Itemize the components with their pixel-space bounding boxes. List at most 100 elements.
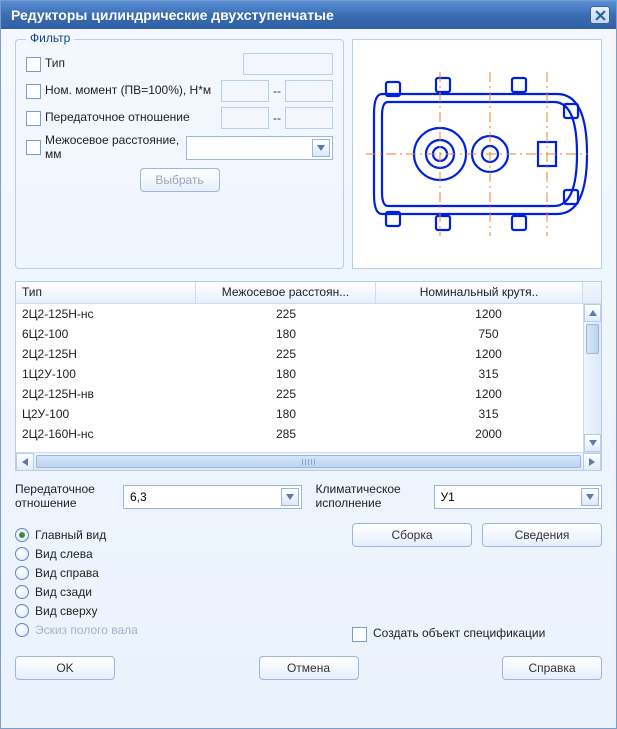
view-radio-label: Вид справа xyxy=(35,566,99,580)
filter-row-type: Тип xyxy=(26,53,333,75)
table-header-distance[interactable]: Межосевое расстоян... xyxy=(196,282,376,303)
view-radio-label: Эскиз полого вала xyxy=(35,623,138,637)
scroll-left-button[interactable] xyxy=(16,453,34,471)
table-cell: 6Ц2-100 xyxy=(16,326,196,342)
view-radio[interactable] xyxy=(15,585,29,599)
scroll-up-button[interactable] xyxy=(584,304,601,322)
climate-combo[interactable]: У1 xyxy=(434,485,603,509)
assembly-button[interactable]: Сборка xyxy=(352,523,472,547)
ratio-checkbox[interactable] xyxy=(26,111,41,126)
chevron-down-icon xyxy=(286,494,294,500)
table-row[interactable]: 2Ц2-125Н-нв2251200 xyxy=(16,384,601,404)
table-cell: 285 xyxy=(196,426,376,442)
ok-button[interactable]: OK xyxy=(15,656,115,680)
range-separator-2: -- xyxy=(273,111,281,125)
chevron-down-icon xyxy=(586,494,594,500)
chevron-right-icon xyxy=(589,458,595,466)
view-radio[interactable] xyxy=(15,566,29,580)
ratio-combo-value: 6,3 xyxy=(130,490,147,504)
table-cell: 180 xyxy=(196,366,376,382)
close-icon xyxy=(595,10,606,21)
table-row[interactable]: 2Ц2-160Н-нс2852000 xyxy=(16,424,601,444)
view-radios: Главный видВид слеваВид справаВид сзадиВ… xyxy=(15,523,332,642)
scroll-right-button[interactable] xyxy=(583,453,601,471)
table-cell: 315 xyxy=(376,366,601,382)
close-button[interactable] xyxy=(590,6,610,24)
view-radio xyxy=(15,623,29,637)
climate-combo-button[interactable] xyxy=(581,488,599,506)
chevron-left-icon xyxy=(22,458,28,466)
table-row[interactable]: Ц2У-100180315 xyxy=(16,404,601,424)
spec-label: Создать объект спецификации xyxy=(373,627,545,641)
ratio-combo[interactable]: 6,3 xyxy=(123,485,302,509)
radio-row: Вид сзади xyxy=(15,585,332,599)
select-row: Выбрать xyxy=(26,168,333,192)
table-row[interactable]: 1Ц2У-100180315 xyxy=(16,364,601,384)
torque-checkbox[interactable] xyxy=(26,84,41,99)
help-button[interactable]: Справка xyxy=(502,656,602,680)
table-cell: 225 xyxy=(196,386,376,402)
right-panel: Сборка Сведения Создать объект специфика… xyxy=(352,523,602,642)
dialog-window: Редукторы цилиндрические двухступенчатые… xyxy=(0,0,617,729)
radio-row: Главный вид xyxy=(15,528,332,542)
radio-row: Вид сверху xyxy=(15,604,332,618)
mid-row: Передаточное отношение 6,3 Климатическое… xyxy=(15,483,602,511)
distance-combo[interactable] xyxy=(186,136,333,160)
filter-row-ratio: Передаточное отношение -- xyxy=(26,107,333,129)
scroll-down-button[interactable] xyxy=(584,434,601,452)
view-radio[interactable] xyxy=(15,547,29,561)
view-radio-label: Вид сзади xyxy=(35,585,92,599)
dialog-body: Фильтр Тип Ном. момент (ПВ=100%), Н*м --… xyxy=(1,29,616,728)
distance-checkbox[interactable] xyxy=(26,140,41,155)
type-checkbox[interactable] xyxy=(26,57,41,72)
table-row[interactable]: 2Ц2-125Н2251200 xyxy=(16,344,601,364)
table-cell: 315 xyxy=(376,406,601,422)
filter-row-torque: Ном. момент (ПВ=100%), Н*м -- xyxy=(26,80,333,102)
torque-max-input[interactable] xyxy=(285,80,333,102)
table-cell: 750 xyxy=(376,326,601,342)
ratio-max-input[interactable] xyxy=(285,107,333,129)
view-radio[interactable] xyxy=(15,604,29,618)
scroll-thumb-h[interactable] xyxy=(36,455,581,468)
horizontal-scrollbar[interactable] xyxy=(16,452,601,470)
torque-min-input[interactable] xyxy=(221,80,269,102)
ratio-column: Передаточное отношение 6,3 xyxy=(15,483,302,511)
chevron-down-icon xyxy=(589,440,597,446)
table-header-torque[interactable]: Номинальный крутя.. xyxy=(376,282,583,303)
table-header-scroll-gap xyxy=(583,282,601,303)
vertical-scrollbar[interactable] xyxy=(583,304,601,452)
type-input[interactable] xyxy=(243,53,333,75)
table-cell: 2Ц2-125Н-нв xyxy=(16,386,196,402)
info-button[interactable]: Сведения xyxy=(482,523,602,547)
ratio-combo-button[interactable] xyxy=(281,488,299,506)
climate-select-label: Климатическое исполнение xyxy=(316,483,426,511)
scroll-thumb-v[interactable] xyxy=(586,324,599,354)
view-radio[interactable] xyxy=(15,528,29,542)
view-radio-label: Вид сверху xyxy=(35,604,98,618)
table-cell: 1200 xyxy=(376,346,601,362)
table-body: 2Ц2-125Н-нс22512006Ц2-1001807502Ц2-125Н2… xyxy=(16,304,601,452)
table-cell: 2Ц2-125Н-нс xyxy=(16,306,196,322)
distance-combo-button[interactable] xyxy=(312,139,330,157)
table-row[interactable]: 2Ц2-125Н-нс2251200 xyxy=(16,304,601,324)
filter-group: Фильтр Тип Ном. момент (ПВ=100%), Н*м --… xyxy=(15,39,344,269)
table-row[interactable]: 6Ц2-100180750 xyxy=(16,324,601,344)
table-header-type[interactable]: Тип xyxy=(16,282,196,303)
table-cell: 2000 xyxy=(376,426,601,442)
table-cell: 225 xyxy=(196,346,376,362)
filter-row-distance: Межосевое расстояние, мм xyxy=(26,134,333,162)
spec-checkbox[interactable] xyxy=(352,627,367,642)
gearbox-drawing xyxy=(362,64,592,244)
table-cell: 1Ц2У-100 xyxy=(16,366,196,382)
table-cell: 180 xyxy=(196,406,376,422)
lower-row: Главный видВид слеваВид справаВид сзадиВ… xyxy=(15,523,602,642)
results-table: Тип Межосевое расстоян... Номинальный кр… xyxy=(15,281,602,471)
select-button[interactable]: Выбрать xyxy=(140,168,220,192)
scroll-track-v[interactable] xyxy=(584,356,601,434)
ratio-min-input[interactable] xyxy=(221,107,269,129)
cancel-button[interactable]: Отмена xyxy=(259,656,359,680)
chevron-up-icon xyxy=(589,310,597,316)
radio-row: Вид справа xyxy=(15,566,332,580)
filter-group-label: Фильтр xyxy=(26,31,74,45)
right-spacer xyxy=(352,557,602,617)
